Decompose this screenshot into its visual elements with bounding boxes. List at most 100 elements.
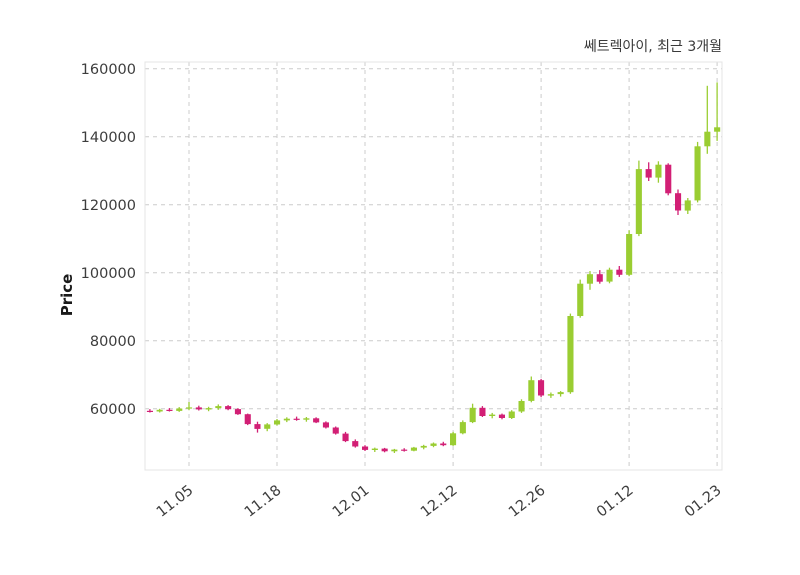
candle-body <box>665 164 672 194</box>
candle-body <box>254 424 261 429</box>
candle <box>186 402 193 411</box>
y-tick-label: 120000 <box>81 198 136 214</box>
candle <box>489 412 496 419</box>
candle <box>616 266 623 277</box>
candle <box>704 85 711 154</box>
candle <box>283 417 290 423</box>
candle-body <box>156 409 163 412</box>
candle <box>655 161 662 183</box>
candle <box>440 441 447 447</box>
candle <box>274 419 281 426</box>
plot-border <box>144 61 723 471</box>
candle-body <box>215 406 222 409</box>
candle-body <box>557 392 564 395</box>
candles <box>146 82 721 453</box>
candle <box>694 141 701 203</box>
candle-body <box>450 433 457 446</box>
candle <box>293 416 300 421</box>
candle <box>371 447 378 452</box>
candle-body <box>303 418 310 420</box>
candle-body <box>704 131 711 147</box>
candle-body <box>166 409 173 411</box>
candle-body <box>283 418 290 421</box>
candle <box>606 267 613 284</box>
candle <box>254 421 261 433</box>
candle <box>215 404 222 410</box>
candle <box>410 446 417 452</box>
y-axis-label: Price <box>58 274 76 317</box>
y-tick-label: 140000 <box>81 130 136 146</box>
candle <box>547 392 554 398</box>
candle <box>420 444 427 450</box>
candle-body <box>616 269 623 275</box>
candle-body <box>596 274 603 282</box>
candle <box>538 378 545 398</box>
candle <box>430 442 437 448</box>
candle-body <box>489 414 496 416</box>
candle <box>577 279 584 318</box>
candle-body <box>430 443 437 446</box>
candle-body <box>655 164 662 178</box>
candle-body <box>645 169 652 178</box>
candle <box>479 406 486 417</box>
candle-body <box>675 193 682 211</box>
candle-body <box>234 409 241 415</box>
candle-body <box>606 269 613 282</box>
candle <box>146 409 153 413</box>
candle-body <box>714 127 721 132</box>
candle <box>665 163 672 196</box>
grid <box>145 62 722 470</box>
candle <box>332 426 339 435</box>
candle <box>498 413 505 420</box>
candle-body <box>313 418 320 423</box>
candle <box>322 421 329 429</box>
candle-body <box>469 407 476 423</box>
candle-body <box>626 234 633 275</box>
candle-body <box>528 380 535 401</box>
candle-body <box>547 394 554 396</box>
candle <box>567 313 574 394</box>
candle-body <box>352 441 359 447</box>
candle-body <box>498 414 505 418</box>
candle <box>225 405 232 411</box>
candle <box>508 410 515 419</box>
y-axis-ticks: 60000 80000 100000 120000 140000 160000 <box>81 62 136 418</box>
candle-body <box>381 448 388 452</box>
candle <box>156 408 163 413</box>
y-tick-label: 80000 <box>90 334 136 350</box>
candle <box>362 445 369 451</box>
y-tick-label: 60000 <box>90 402 136 418</box>
candle-body <box>567 316 574 393</box>
candle <box>459 420 466 435</box>
candle <box>352 439 359 448</box>
candle <box>195 405 202 411</box>
candle-body <box>684 200 691 211</box>
candle-body <box>586 274 593 284</box>
candle-body <box>538 380 545 396</box>
candle <box>264 423 271 432</box>
candle <box>401 448 408 452</box>
candle-body <box>176 408 183 411</box>
candle <box>176 407 183 412</box>
candle <box>528 376 535 403</box>
candle <box>342 431 349 443</box>
candle-body <box>577 283 584 316</box>
candle-body <box>391 449 398 452</box>
candle <box>684 198 691 214</box>
candle <box>675 189 682 215</box>
candle-body <box>225 406 232 410</box>
candle <box>645 162 652 181</box>
candle-body <box>146 410 153 412</box>
candle <box>303 417 310 422</box>
candle <box>557 391 564 397</box>
candle <box>714 82 721 141</box>
candle-body <box>508 411 515 418</box>
candle <box>391 448 398 453</box>
candle-body <box>244 414 251 425</box>
candle-body <box>322 422 329 428</box>
candle-body <box>371 448 378 450</box>
candle <box>586 271 593 290</box>
candle-body <box>401 449 408 451</box>
